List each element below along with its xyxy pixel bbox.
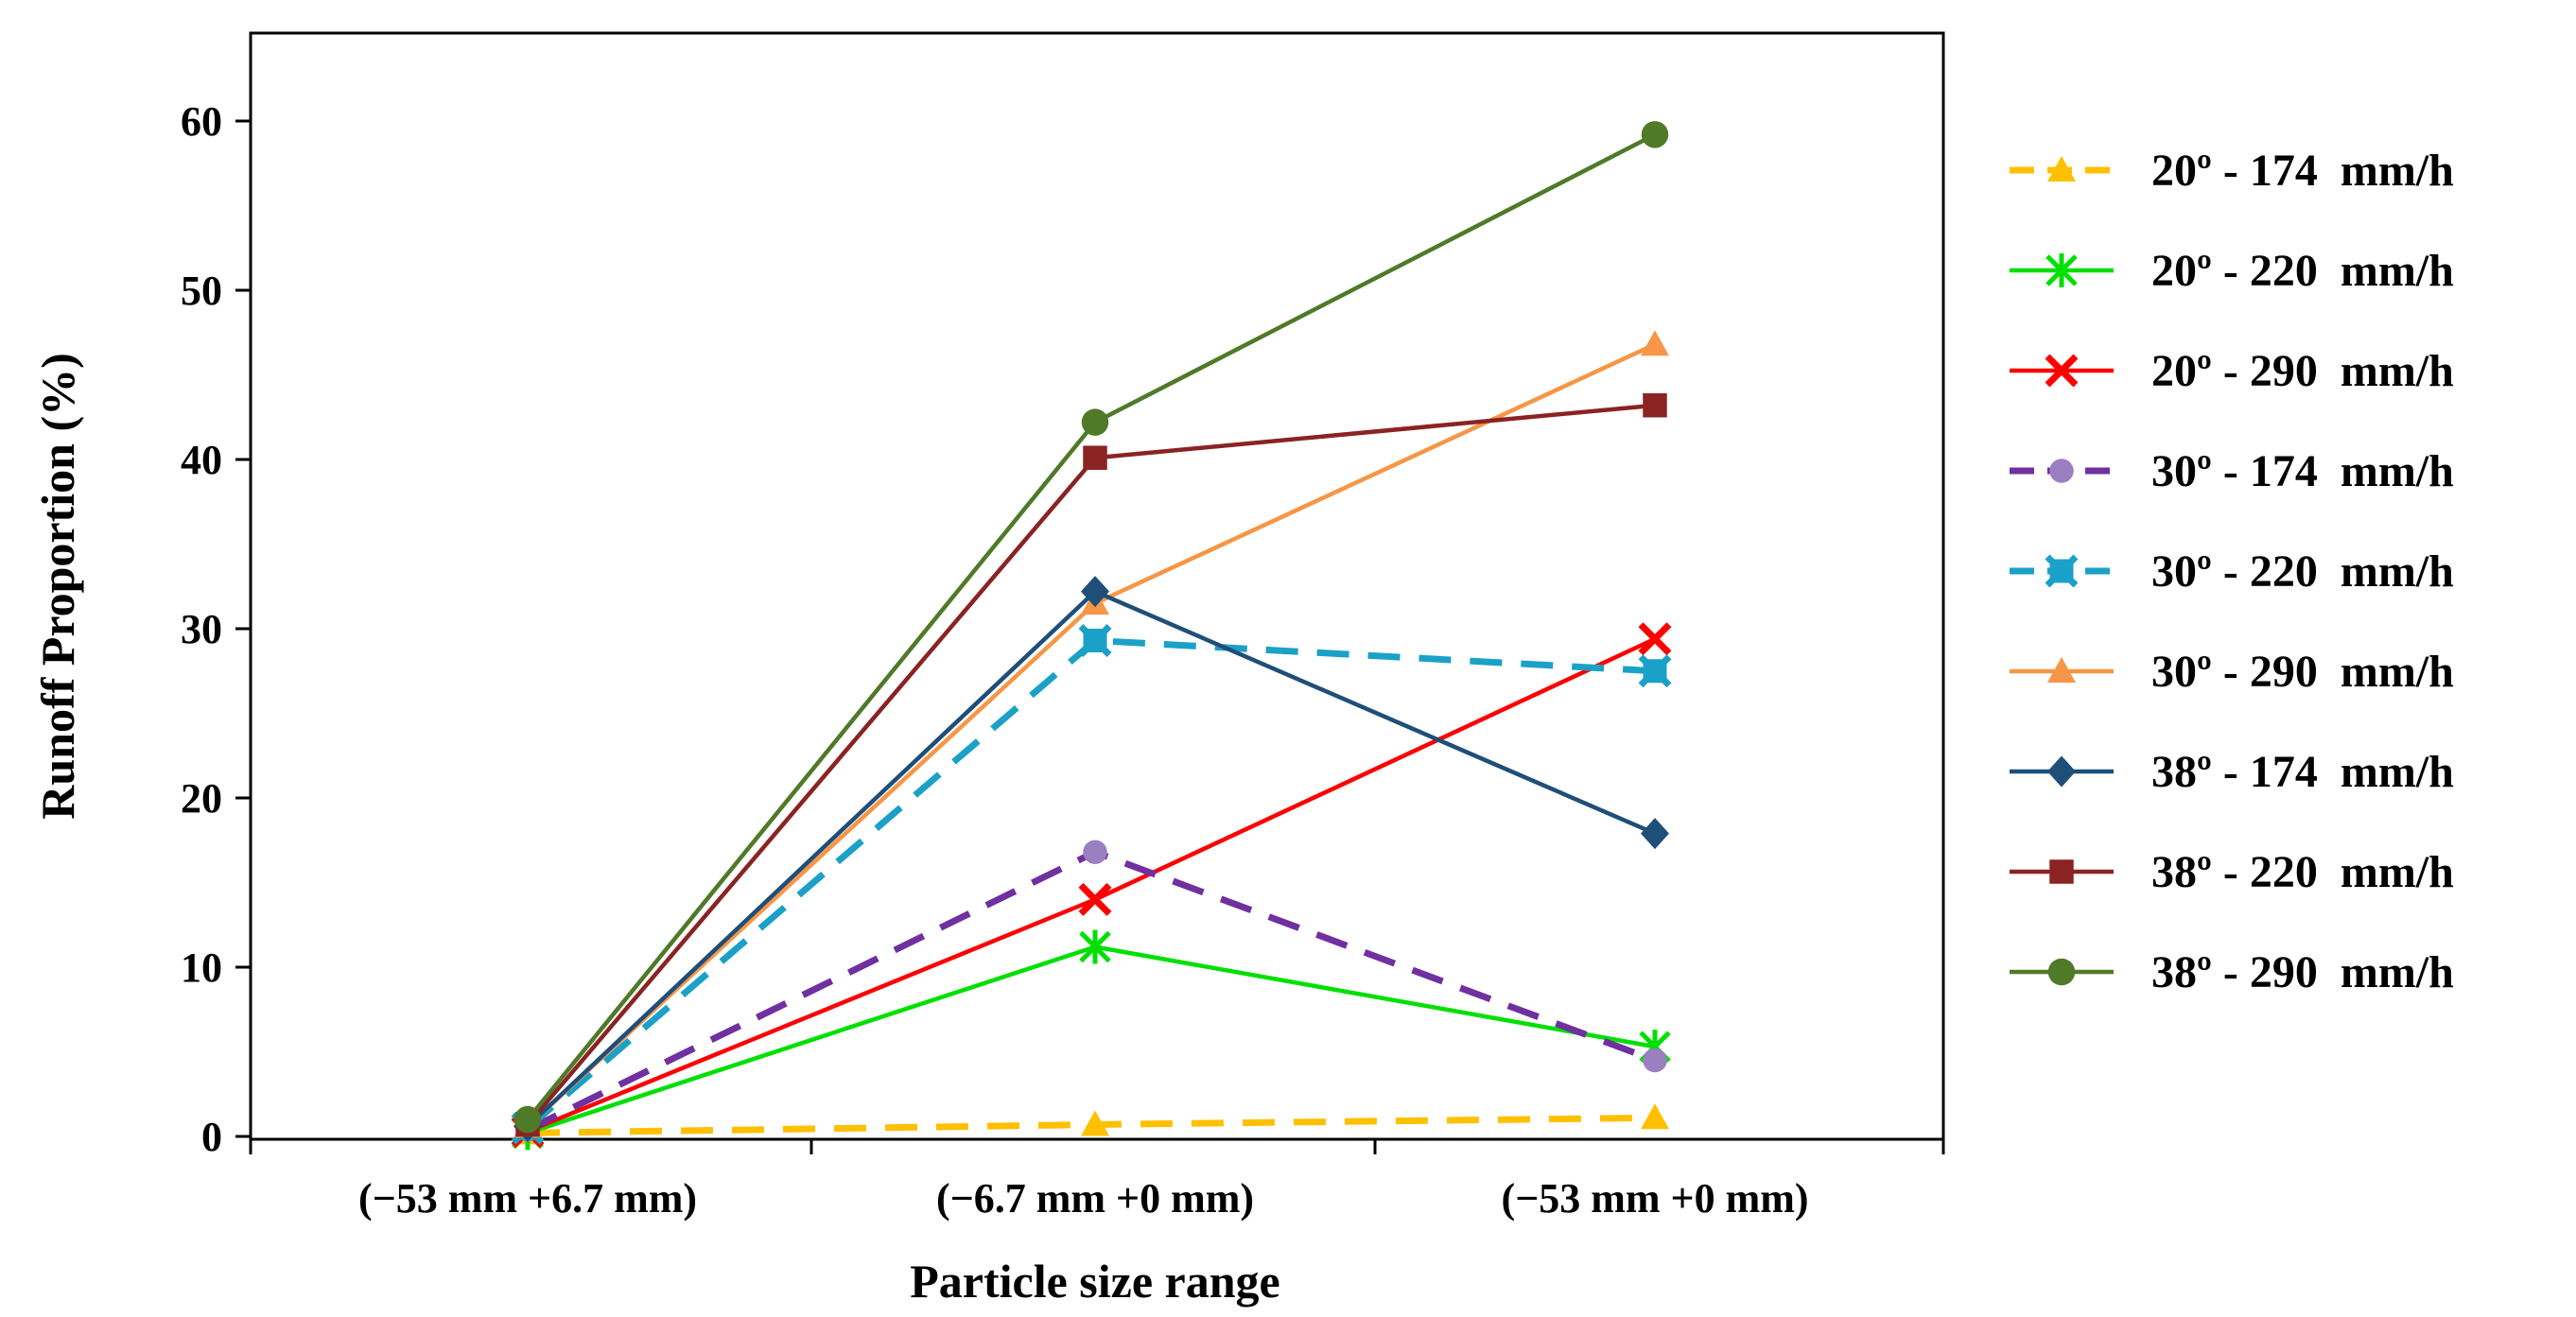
legend-item: 38º - 174 mm/h bbox=[2010, 747, 2454, 797]
series-layer bbox=[511, 121, 1672, 1151]
legend-marker bbox=[2047, 755, 2076, 788]
legend-item: 20º - 174 mm/h bbox=[2010, 146, 2454, 196]
data-point bbox=[1083, 840, 1107, 865]
legend-item: 38º - 290 mm/h bbox=[2010, 947, 2454, 997]
legend-marker bbox=[2049, 459, 2074, 483]
data-point bbox=[1078, 882, 1112, 916]
legend-item: 30º - 220 mm/h bbox=[2010, 546, 2454, 597]
data-point bbox=[1638, 654, 1672, 688]
y-tick-label: 50 bbox=[181, 268, 222, 314]
data-point bbox=[1081, 576, 1109, 608]
x-tick-label: (−53 mm +6.7 mm) bbox=[358, 1175, 697, 1222]
legend-label: 20º - 220 mm/h bbox=[2151, 246, 2454, 296]
data-point bbox=[1643, 1048, 1667, 1073]
data-point bbox=[1641, 1103, 1669, 1130]
legend-marker bbox=[2045, 253, 2078, 287]
legend-marker bbox=[2045, 554, 2079, 588]
data-point bbox=[1638, 622, 1672, 656]
data-point bbox=[1079, 929, 1111, 964]
y-tick-label: 60 bbox=[181, 98, 222, 145]
x-axis: (−53 mm +6.7 mm) (−6.7 mm +0 mm) (−53 mm +… bbox=[249, 1139, 1945, 1222]
legend-label: 30º - 290 mm/h bbox=[2151, 647, 2454, 697]
y-tick-label: 40 bbox=[181, 437, 222, 483]
legend-label: 30º - 174 mm/h bbox=[2151, 446, 2454, 496]
legend-label: 38º - 290 mm/h bbox=[2151, 947, 2454, 997]
y-tick-label: 0 bbox=[201, 1114, 222, 1160]
data-point bbox=[1641, 330, 1669, 356]
data-point bbox=[1081, 1110, 1109, 1136]
legend-label: 38º - 174 mm/h bbox=[2151, 747, 2454, 797]
legend-marker bbox=[2047, 156, 2076, 182]
y-tick-label: 30 bbox=[181, 606, 222, 652]
legend-label: 38º - 220 mm/h bbox=[2151, 847, 2454, 897]
x-tick-label: (−6.7 mm +0 mm) bbox=[936, 1175, 1254, 1222]
legend-item: 20º - 220 mm/h bbox=[2010, 246, 2454, 296]
legend-item: 30º - 174 mm/h bbox=[2010, 446, 2454, 496]
y-axis-title: Runoff Proportion (%) bbox=[31, 353, 84, 820]
data-point bbox=[1078, 624, 1112, 658]
legend-label: 20º - 174 mm/h bbox=[2151, 146, 2454, 196]
legend-item: 38º - 220 mm/h bbox=[2010, 847, 2454, 897]
legend-marker bbox=[2047, 958, 2076, 986]
legend: 20º - 174 mm/h 20º - 220 mm/h 20º - 290 mm… bbox=[2010, 146, 2454, 997]
legend-item: 30º - 290 mm/h bbox=[2010, 647, 2454, 697]
legend-marker bbox=[2045, 354, 2079, 388]
data-point bbox=[1641, 818, 1669, 850]
data-point bbox=[1643, 392, 1667, 418]
y-tick-label: 20 bbox=[181, 775, 222, 822]
data-point bbox=[1641, 121, 1669, 148]
legend-label: 30º - 220 mm/h bbox=[2151, 546, 2454, 597]
legend-marker bbox=[2049, 859, 2074, 884]
legend-item: 20º - 290 mm/h bbox=[2010, 346, 2454, 396]
data-point bbox=[1083, 445, 1107, 470]
y-axis: 0 10 20 30 40 50 60 bbox=[181, 98, 251, 1160]
data-point bbox=[513, 1105, 542, 1134]
legend-label: 20º - 290 mm/h bbox=[2151, 346, 2454, 396]
x-axis-title: Particle size range bbox=[910, 1255, 1279, 1308]
legend-marker bbox=[2047, 657, 2076, 683]
data-point bbox=[1081, 408, 1109, 436]
series-8 bbox=[513, 121, 1669, 1134]
x-tick-label: (−53 mm +0 mm) bbox=[1501, 1175, 1808, 1222]
y-tick-label: 10 bbox=[181, 944, 222, 991]
